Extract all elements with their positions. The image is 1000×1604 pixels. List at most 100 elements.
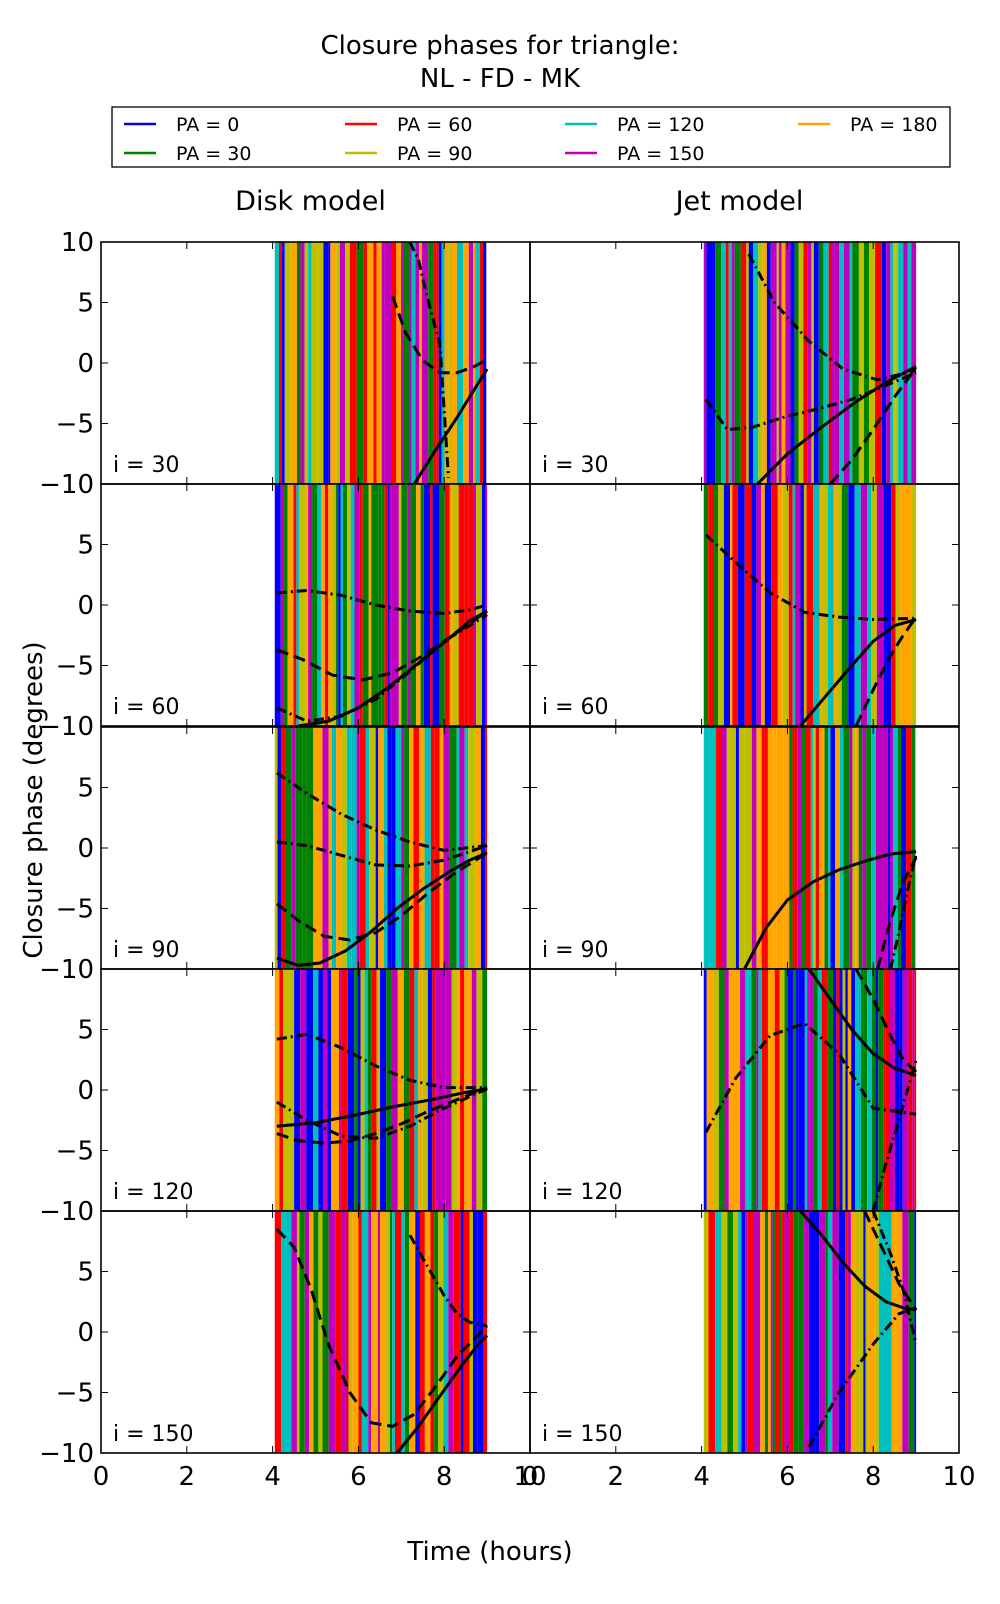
pa-trace [403, 969, 407, 1211]
pa-trace [373, 242, 377, 484]
pa-trace [308, 484, 313, 726]
pa-trace [435, 969, 439, 1211]
model-curve-solid [756, 365, 917, 484]
model-curves [799, 1211, 918, 1448]
pa-trace [855, 727, 859, 969]
pa-trace [438, 1211, 444, 1453]
pa-trace [709, 727, 717, 969]
pa-trace [886, 242, 891, 484]
pa-trace [886, 484, 892, 726]
y-tick-label: 5 [77, 1258, 94, 1288]
pa-trace [839, 242, 844, 484]
model-curve-dashed [276, 1086, 488, 1145]
model-curve-solid [276, 851, 488, 967]
pa-trace [434, 1211, 439, 1453]
pa-trace [296, 484, 300, 726]
pa-trace [821, 969, 828, 1211]
pa-trace [808, 1211, 816, 1453]
pa-trace [350, 484, 355, 726]
legend-label: PA = 120 [617, 114, 705, 136]
model-curve-solid [799, 618, 917, 726]
panel: i = 120 [529, 968, 960, 1212]
pa-trace [893, 242, 896, 484]
pa-trace [311, 242, 318, 484]
pa-trace [415, 242, 420, 484]
pa-trace [761, 727, 765, 969]
pa-trace [756, 969, 759, 1211]
pa-trace [304, 242, 309, 484]
pa-trace [838, 1211, 846, 1453]
model-curve-solid [395, 1334, 489, 1453]
pa-traces [703, 1211, 917, 1453]
y-tick-label: −10 [39, 712, 94, 742]
pa-trace [745, 1211, 748, 1453]
pa-trace [728, 242, 732, 484]
pa-trace [751, 484, 757, 726]
pa-trace [727, 1211, 734, 1453]
pa-trace [795, 484, 801, 726]
pa-trace [387, 484, 390, 726]
pa-trace [441, 242, 445, 484]
pa-trace [772, 1211, 776, 1453]
pa-trace [893, 727, 898, 969]
pa-trace [419, 1211, 425, 1453]
pa-trace [308, 242, 312, 484]
pa-trace [450, 242, 457, 484]
pa-trace [875, 727, 883, 969]
pa-trace [418, 969, 423, 1211]
pa-trace [850, 1211, 856, 1453]
pa-trace [299, 484, 306, 726]
pa-traces [703, 727, 916, 969]
pa-trace [397, 969, 404, 1211]
pa-trace [852, 242, 859, 484]
pa-trace [430, 1211, 435, 1453]
legend-label: PA = 0 [176, 114, 239, 136]
pa-trace [803, 242, 808, 484]
pa-trace [753, 242, 759, 484]
pa-trace [386, 1211, 391, 1453]
pa-trace [295, 727, 303, 969]
pa-trace [290, 242, 298, 484]
pa-trace [703, 484, 709, 726]
model-curve-dashdot [408, 1234, 488, 1328]
pa-trace [328, 727, 332, 969]
pa-trace [285, 727, 292, 969]
pa-trace [714, 484, 719, 726]
pa-trace [912, 969, 915, 1211]
pa-trace [436, 242, 439, 484]
pa-trace [384, 484, 388, 726]
pa-trace [278, 242, 283, 484]
pa-trace [781, 1211, 785, 1453]
pa-trace [737, 484, 745, 726]
x-tick-label: 0 [522, 1462, 539, 1492]
pa-trace [862, 727, 867, 969]
legend-frame [111, 106, 951, 168]
pa-trace [339, 969, 342, 1211]
x-tick-label: 2 [179, 1462, 196, 1492]
pa-trace [335, 484, 339, 726]
inclination-label: i = 120 [113, 1180, 194, 1205]
model-curves [276, 1032, 488, 1145]
pa-trace [883, 484, 887, 726]
pa-trace [845, 969, 848, 1211]
pa-trace [875, 1211, 879, 1453]
pa-trace [274, 484, 281, 726]
pa-traces [274, 1211, 488, 1453]
pa-trace [805, 727, 811, 969]
model-curves [275, 771, 488, 967]
pa-trace [875, 969, 879, 1211]
pa-trace [317, 484, 321, 726]
y-tick-label: −10 [39, 1439, 94, 1469]
pa-trace [721, 1211, 728, 1453]
model-curve-dashdot [276, 589, 488, 615]
model-curve-dashed [876, 856, 918, 969]
pa-trace [398, 484, 402, 726]
model-curve-dashdot [276, 1087, 488, 1140]
pa-traces [274, 969, 488, 1211]
pa-trace [867, 969, 872, 1211]
pa-trace [849, 727, 853, 969]
pa-trace [885, 969, 890, 1211]
pa-trace [865, 1211, 869, 1453]
pa-trace [392, 1211, 395, 1453]
y-tick-label: −5 [56, 652, 94, 682]
